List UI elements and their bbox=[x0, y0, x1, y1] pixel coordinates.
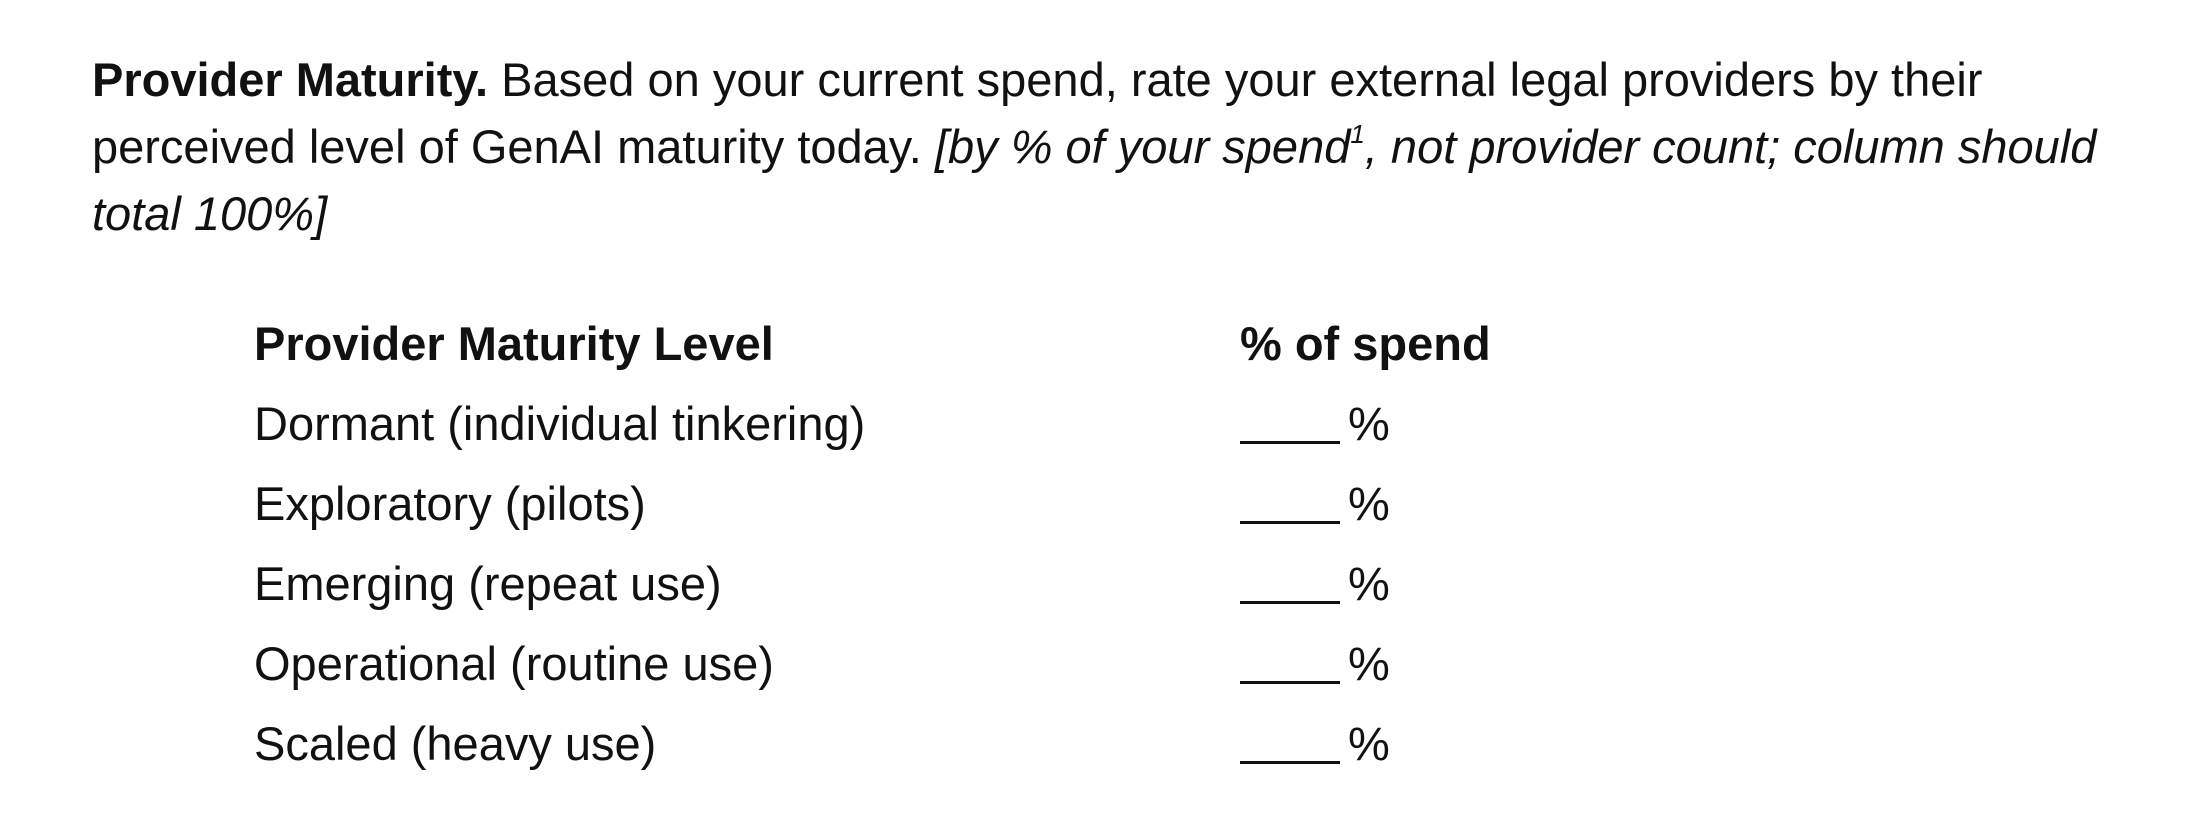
question-note-open: [by % of your spend bbox=[934, 120, 1351, 173]
percent-sign: % bbox=[1348, 637, 1390, 690]
spend-cell-dormant: % bbox=[1240, 396, 1390, 451]
table-row: Exploratory (pilots) % bbox=[254, 476, 1491, 556]
spend-cell-scaled: % bbox=[1240, 716, 1390, 771]
level-label-dormant: Dormant (individual tinkering) bbox=[254, 397, 866, 450]
level-label-operational: Operational (routine use) bbox=[254, 637, 774, 690]
question-text: Provider Maturity. Based on your current… bbox=[92, 46, 2152, 247]
spend-blank-field[interactable] bbox=[1240, 599, 1340, 604]
level-label-exploratory: Exploratory (pilots) bbox=[254, 477, 646, 530]
spend-cell-emerging: % bbox=[1240, 556, 1390, 611]
spend-cell-operational: % bbox=[1240, 636, 1390, 691]
spend-blank-field[interactable] bbox=[1240, 759, 1340, 764]
table-header-row: Provider Maturity Level % of spend bbox=[254, 316, 1491, 396]
question-note-close: , not provider count; column should tota… bbox=[92, 120, 2097, 240]
spend-blank-field[interactable] bbox=[1240, 439, 1340, 444]
spend-cell-exploratory: % bbox=[1240, 476, 1390, 531]
header-spend: % of spend bbox=[1240, 317, 1491, 370]
percent-sign: % bbox=[1348, 557, 1390, 610]
spend-blank-field[interactable] bbox=[1240, 679, 1340, 684]
level-label-scaled: Scaled (heavy use) bbox=[254, 717, 657, 770]
table-row: Dormant (individual tinkering) % bbox=[254, 396, 1491, 476]
percent-sign: % bbox=[1348, 477, 1390, 530]
percent-sign: % bbox=[1348, 397, 1390, 450]
spend-blank-field[interactable] bbox=[1240, 519, 1340, 524]
table-row: Emerging (repeat use) % bbox=[254, 556, 1491, 636]
header-level: Provider Maturity Level bbox=[254, 317, 774, 370]
question-body: Based on your current spend, rate your e… bbox=[92, 53, 1983, 173]
question-lead: Provider Maturity. bbox=[92, 53, 489, 106]
percent-sign: % bbox=[1348, 717, 1390, 770]
level-label-emerging: Emerging (repeat use) bbox=[254, 557, 722, 610]
maturity-table: Provider Maturity Level % of spend Dorma… bbox=[254, 316, 1491, 796]
footnote-marker: 1 bbox=[1350, 119, 1365, 149]
table-row: Operational (routine use) % bbox=[254, 636, 1491, 716]
question-note: [by % of your spend1, not provider count… bbox=[92, 120, 2096, 240]
table-row: Scaled (heavy use) % bbox=[254, 716, 1491, 796]
